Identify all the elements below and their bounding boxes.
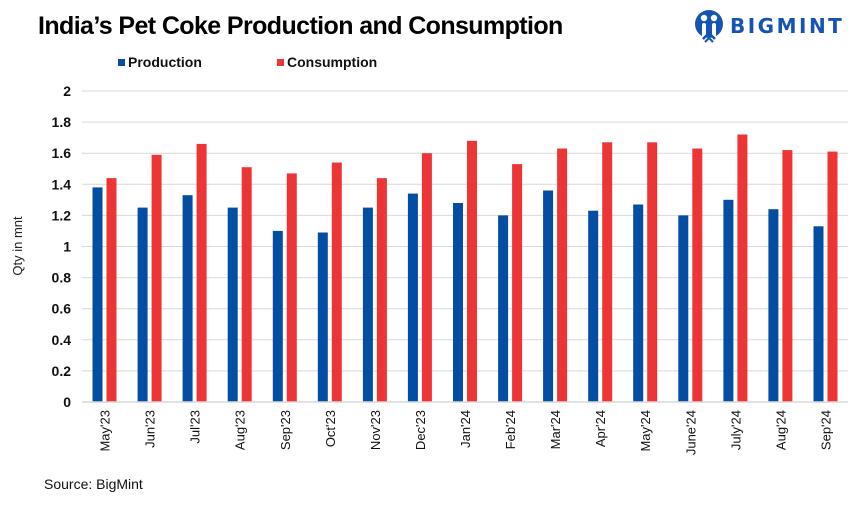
x-tick-label: Feb'24: [503, 410, 518, 449]
y-tick-label: 1: [63, 239, 71, 255]
chart-title: India’s Pet Coke Production and Consumpt…: [38, 12, 563, 40]
bar-consumption: [241, 167, 252, 402]
legend-item-production: Production: [118, 54, 202, 70]
bar-consumption: [286, 173, 297, 402]
y-tick-label: 1.4: [52, 176, 72, 192]
bar-production: [768, 209, 779, 402]
bar-consumption: [647, 142, 658, 403]
bar-production: [362, 207, 373, 402]
bar-consumption: [376, 178, 387, 402]
bar-consumption: [782, 150, 793, 402]
x-axis-ticks: May'23 Jun'23 Jul'23 Aug'23 Sep'23 Oct'23 Nov'…: [98, 410, 834, 455]
x-tick-label: July'24: [728, 410, 743, 450]
bar-production: [723, 199, 734, 402]
bar-production: [92, 187, 103, 402]
bigmint-people-icon: [695, 10, 723, 43]
bar-consumption: [602, 142, 613, 403]
bar-consumption: [467, 140, 477, 403]
y-tick-label: 2: [63, 83, 71, 99]
bigmint-logo: BIGMINT: [694, 8, 844, 44]
x-tick-label: Sep'24: [818, 410, 833, 450]
legend: Production Consumption: [0, 54, 860, 72]
y-tick-label: 0: [63, 394, 71, 410]
x-tick-label: Mar'24: [548, 410, 563, 449]
bar-consumption: [421, 153, 432, 402]
bar-consumption: [557, 148, 568, 402]
legend-label-production: Production: [128, 54, 202, 70]
y-tick-label: 0.8: [52, 270, 72, 286]
bar-consumption: [331, 162, 342, 402]
legend-label-consumption: Consumption: [287, 54, 378, 70]
gridlines: [82, 90, 848, 372]
x-tick-label: Apr'24: [593, 410, 608, 447]
bar-consumption: [512, 164, 523, 402]
x-tick-label: Jun'23: [143, 410, 158, 448]
bar-production: [498, 215, 509, 402]
y-tick-label: 1.2: [52, 207, 72, 223]
bar-production: [182, 195, 193, 402]
x-tick-label: Aug'24: [773, 410, 788, 450]
bar-consumption: [151, 154, 162, 402]
bar-production: [588, 210, 599, 402]
bar-consumption: [106, 178, 117, 402]
bar-production: [272, 230, 283, 402]
bar-production: [543, 190, 554, 402]
x-tick-label: May'24: [638, 410, 653, 452]
y-tick-label: 0.2: [52, 363, 72, 379]
y-axis-ticks: 0 0.2 0.4 0.6 0.8 1 1.2 1.4 1.6 1.8 2: [52, 83, 72, 410]
bar-consumption: [737, 134, 748, 402]
legend-item-consumption: Consumption: [277, 54, 377, 70]
bar-consumption: [196, 143, 207, 402]
bar-production: [633, 204, 644, 402]
x-tick-label: Sep'23: [278, 410, 293, 450]
bar-consumption: [827, 151, 838, 402]
bar-production: [813, 226, 824, 402]
x-tick-label: Aug'23: [233, 410, 248, 450]
y-tick-label: 1.8: [52, 114, 72, 130]
legend-swatch-consumption: [277, 58, 284, 66]
bar-production: [407, 193, 418, 402]
y-tick-label: 0.4: [52, 332, 72, 348]
x-tick-label: Nov'23: [368, 410, 383, 450]
bars: [92, 134, 838, 403]
bar-production: [227, 207, 238, 402]
y-tick-label: 1.6: [52, 145, 72, 161]
legend-swatch-production: [118, 58, 125, 66]
bar-production: [453, 203, 463, 402]
x-tick-label: June'24: [683, 410, 698, 455]
bar-production: [678, 215, 689, 402]
x-tick-label: May'23: [98, 410, 113, 452]
bar-consumption: [692, 148, 703, 402]
y-tick-label: 0.6: [52, 301, 72, 317]
logo-text: BIGMINT: [730, 14, 845, 38]
source-note: Source: BigMint: [44, 476, 143, 492]
x-tick-label: Jan'24: [458, 410, 473, 448]
x-tick-label: Oct'23: [323, 410, 338, 447]
bar-production: [137, 207, 148, 402]
x-tick-label: Jul'23: [188, 410, 203, 444]
bar-production: [317, 232, 328, 402]
x-tick-label: Dec'23: [413, 410, 428, 450]
